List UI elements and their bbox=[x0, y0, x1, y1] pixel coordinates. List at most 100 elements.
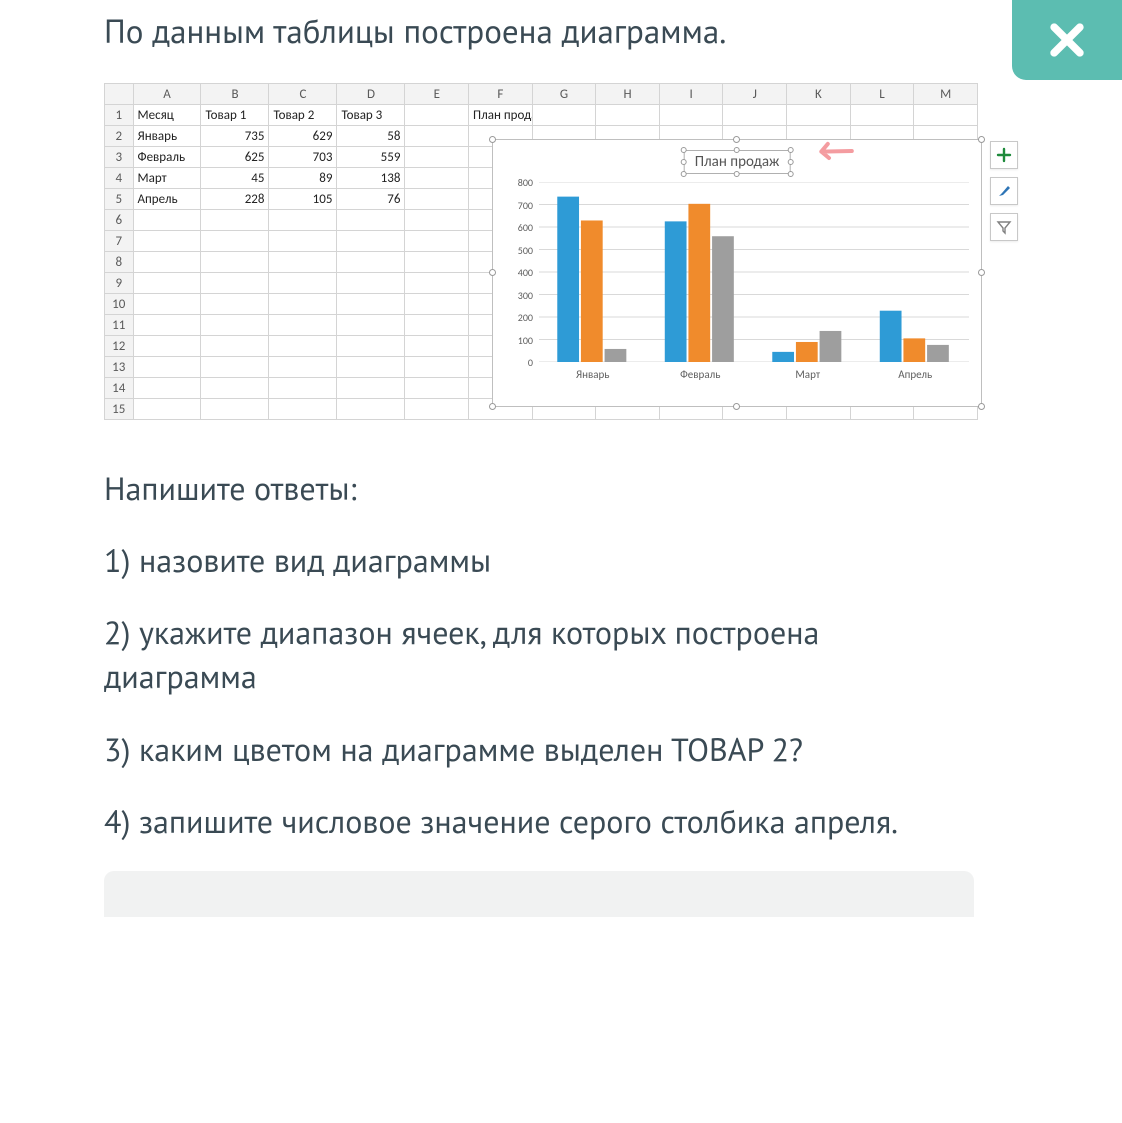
x-axis-label: Март bbox=[768, 368, 848, 381]
y-axis-label: 600 bbox=[503, 221, 533, 234]
y-axis-label: 0 bbox=[503, 356, 533, 369]
excel-screenshot: A B C D E F G H I J K L M 1МесяцТовар 1Т… bbox=[104, 83, 978, 420]
row-header: 12 bbox=[105, 336, 134, 357]
row-header: 2 bbox=[105, 126, 134, 147]
cell bbox=[850, 105, 914, 126]
cell bbox=[201, 336, 269, 357]
col-header: L bbox=[850, 84, 914, 105]
cell bbox=[133, 336, 201, 357]
close-button[interactable] bbox=[1012, 0, 1122, 80]
row-header: 13 bbox=[105, 357, 134, 378]
cell bbox=[405, 399, 469, 420]
cell: 559 bbox=[337, 147, 405, 168]
answer-input[interactable] bbox=[104, 871, 974, 917]
cell bbox=[405, 210, 469, 231]
x-axis-label: Январь bbox=[553, 368, 633, 381]
col-header: E bbox=[405, 84, 469, 105]
cell bbox=[269, 273, 337, 294]
cell bbox=[133, 294, 201, 315]
cell bbox=[405, 378, 469, 399]
cell bbox=[201, 399, 269, 420]
cell: Февраль bbox=[133, 147, 201, 168]
row-header: 7 bbox=[105, 231, 134, 252]
cell bbox=[201, 210, 269, 231]
cell bbox=[133, 252, 201, 273]
cell bbox=[133, 210, 201, 231]
cell bbox=[914, 105, 978, 126]
y-axis-label: 100 bbox=[503, 334, 533, 347]
chart-title[interactable]: План продаж bbox=[684, 150, 791, 174]
plus-icon bbox=[996, 147, 1012, 163]
cell: 45 bbox=[201, 168, 269, 189]
cell bbox=[269, 210, 337, 231]
cell: Месяц bbox=[133, 105, 201, 126]
x-axis-label: Апрель bbox=[875, 368, 955, 381]
brush-icon bbox=[996, 183, 1012, 199]
row-header: 4 bbox=[105, 168, 134, 189]
cell: 138 bbox=[337, 168, 405, 189]
question-1: 1) назовите вид диаграммы bbox=[104, 538, 924, 582]
y-axis-label: 800 bbox=[503, 176, 533, 189]
questions-block: Напишите ответы: 1) назовите вид диаграм… bbox=[104, 466, 924, 843]
cell bbox=[269, 231, 337, 252]
col-header: D bbox=[337, 84, 405, 105]
cell bbox=[133, 315, 201, 336]
column-header-row: A B C D E F G H I J K L M bbox=[105, 84, 978, 105]
y-axis-label: 500 bbox=[503, 244, 533, 257]
cell: 735 bbox=[201, 126, 269, 147]
cell bbox=[201, 357, 269, 378]
cell bbox=[723, 105, 787, 126]
col-header: B bbox=[201, 84, 269, 105]
cell bbox=[405, 294, 469, 315]
cell bbox=[405, 105, 469, 126]
cell bbox=[337, 252, 405, 273]
cell bbox=[787, 105, 851, 126]
cell: 76 bbox=[337, 189, 405, 210]
cell: 228 bbox=[201, 189, 269, 210]
cell bbox=[337, 378, 405, 399]
chart-title-text: План продаж bbox=[695, 153, 780, 171]
x-axis-label: Февраль bbox=[660, 368, 740, 381]
col-header: C bbox=[269, 84, 337, 105]
funnel-icon bbox=[996, 219, 1012, 235]
cell bbox=[405, 252, 469, 273]
row-header: 10 bbox=[105, 294, 134, 315]
cell bbox=[133, 399, 201, 420]
cell: Товар 1 bbox=[201, 105, 269, 126]
row-header: 5 bbox=[105, 189, 134, 210]
cell bbox=[201, 273, 269, 294]
cell bbox=[337, 231, 405, 252]
col-header: J bbox=[723, 84, 787, 105]
cell bbox=[133, 231, 201, 252]
cell: 629 bbox=[269, 126, 337, 147]
cell bbox=[133, 273, 201, 294]
cell bbox=[269, 399, 337, 420]
cell: Товар 2 bbox=[269, 105, 337, 126]
y-axis-label: 200 bbox=[503, 311, 533, 324]
cell: Апрель bbox=[133, 189, 201, 210]
cell bbox=[337, 399, 405, 420]
cell bbox=[337, 210, 405, 231]
cell bbox=[337, 357, 405, 378]
cell bbox=[269, 315, 337, 336]
question-2: 2) укажите диапазон ячеек, для которых п… bbox=[104, 610, 924, 698]
cell: Товар 3 bbox=[337, 105, 405, 126]
y-axis-label: 700 bbox=[503, 199, 533, 212]
row-header: 1 bbox=[105, 105, 134, 126]
cell: Март bbox=[133, 168, 201, 189]
cell bbox=[532, 105, 596, 126]
chart-elements-button[interactable] bbox=[990, 141, 1018, 169]
col-header: I bbox=[659, 84, 723, 105]
cell bbox=[405, 189, 469, 210]
chart-styles-button[interactable] bbox=[990, 177, 1018, 205]
cell: 89 bbox=[269, 168, 337, 189]
cell bbox=[201, 231, 269, 252]
cell bbox=[405, 357, 469, 378]
cell bbox=[337, 273, 405, 294]
cell bbox=[133, 378, 201, 399]
embedded-chart[interactable]: План продаж 0100200300400500600700800 Ян… bbox=[492, 139, 982, 407]
cell bbox=[405, 231, 469, 252]
col-header: M bbox=[914, 84, 978, 105]
cell bbox=[133, 357, 201, 378]
chart-filter-button[interactable] bbox=[990, 213, 1018, 241]
